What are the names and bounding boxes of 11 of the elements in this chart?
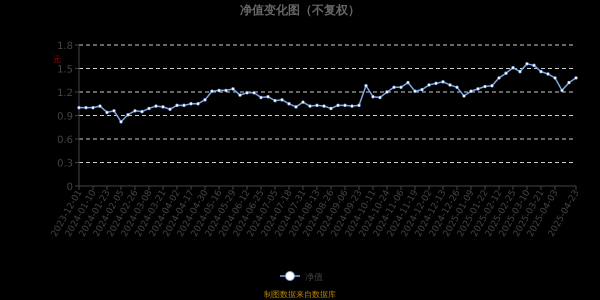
- y-tick-label: 1.5: [57, 64, 73, 76]
- y-tick-label: 1.2: [57, 88, 73, 99]
- y-tick-label: 0.9: [57, 112, 73, 122]
- y-tick-label: 1.8: [57, 41, 73, 52]
- y-tick-label: 0.6: [57, 135, 73, 146]
- chart-title: 净值变化图（不复权）: [240, 3, 360, 17]
- legend-label: 净值: [305, 272, 323, 283]
- y-tick-label: 0: [66, 182, 73, 193]
- y-axis-title: 元: [53, 55, 61, 64]
- y-tick-label: 0.3: [57, 158, 73, 170]
- text: 制图数据来自数据库: [264, 290, 336, 299]
